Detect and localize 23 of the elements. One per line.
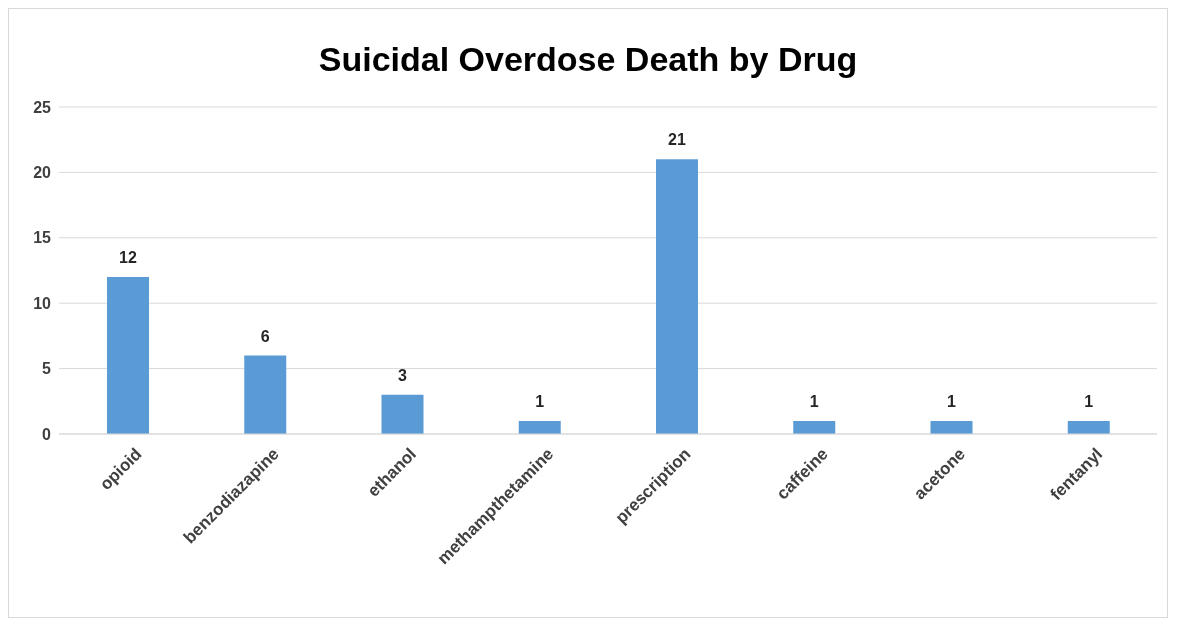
bar xyxy=(1067,420,1110,434)
y-tick-label: 10 xyxy=(33,294,52,312)
bar xyxy=(107,277,149,434)
bar xyxy=(244,355,287,434)
data-label: 1 xyxy=(1084,392,1094,410)
bar xyxy=(518,420,561,434)
y-tick-label: 25 xyxy=(33,98,52,116)
data-label: 1 xyxy=(947,392,957,410)
chart-title: Suicidal Overdose Death by Drug xyxy=(317,38,859,80)
bar xyxy=(793,420,836,434)
data-label: 6 xyxy=(260,327,270,345)
bar xyxy=(930,420,973,434)
data-label: 1 xyxy=(535,392,545,410)
bar xyxy=(656,159,698,434)
bar xyxy=(381,394,424,434)
y-tick-label: 20 xyxy=(33,164,52,182)
data-label: 21 xyxy=(668,131,686,149)
y-tick-label: 5 xyxy=(42,360,52,378)
y-tick-label: 15 xyxy=(33,229,52,247)
y-tick-label: 0 xyxy=(42,425,52,443)
data-label: 1 xyxy=(809,392,819,410)
data-label: 12 xyxy=(119,249,137,267)
data-label: 3 xyxy=(398,366,408,384)
